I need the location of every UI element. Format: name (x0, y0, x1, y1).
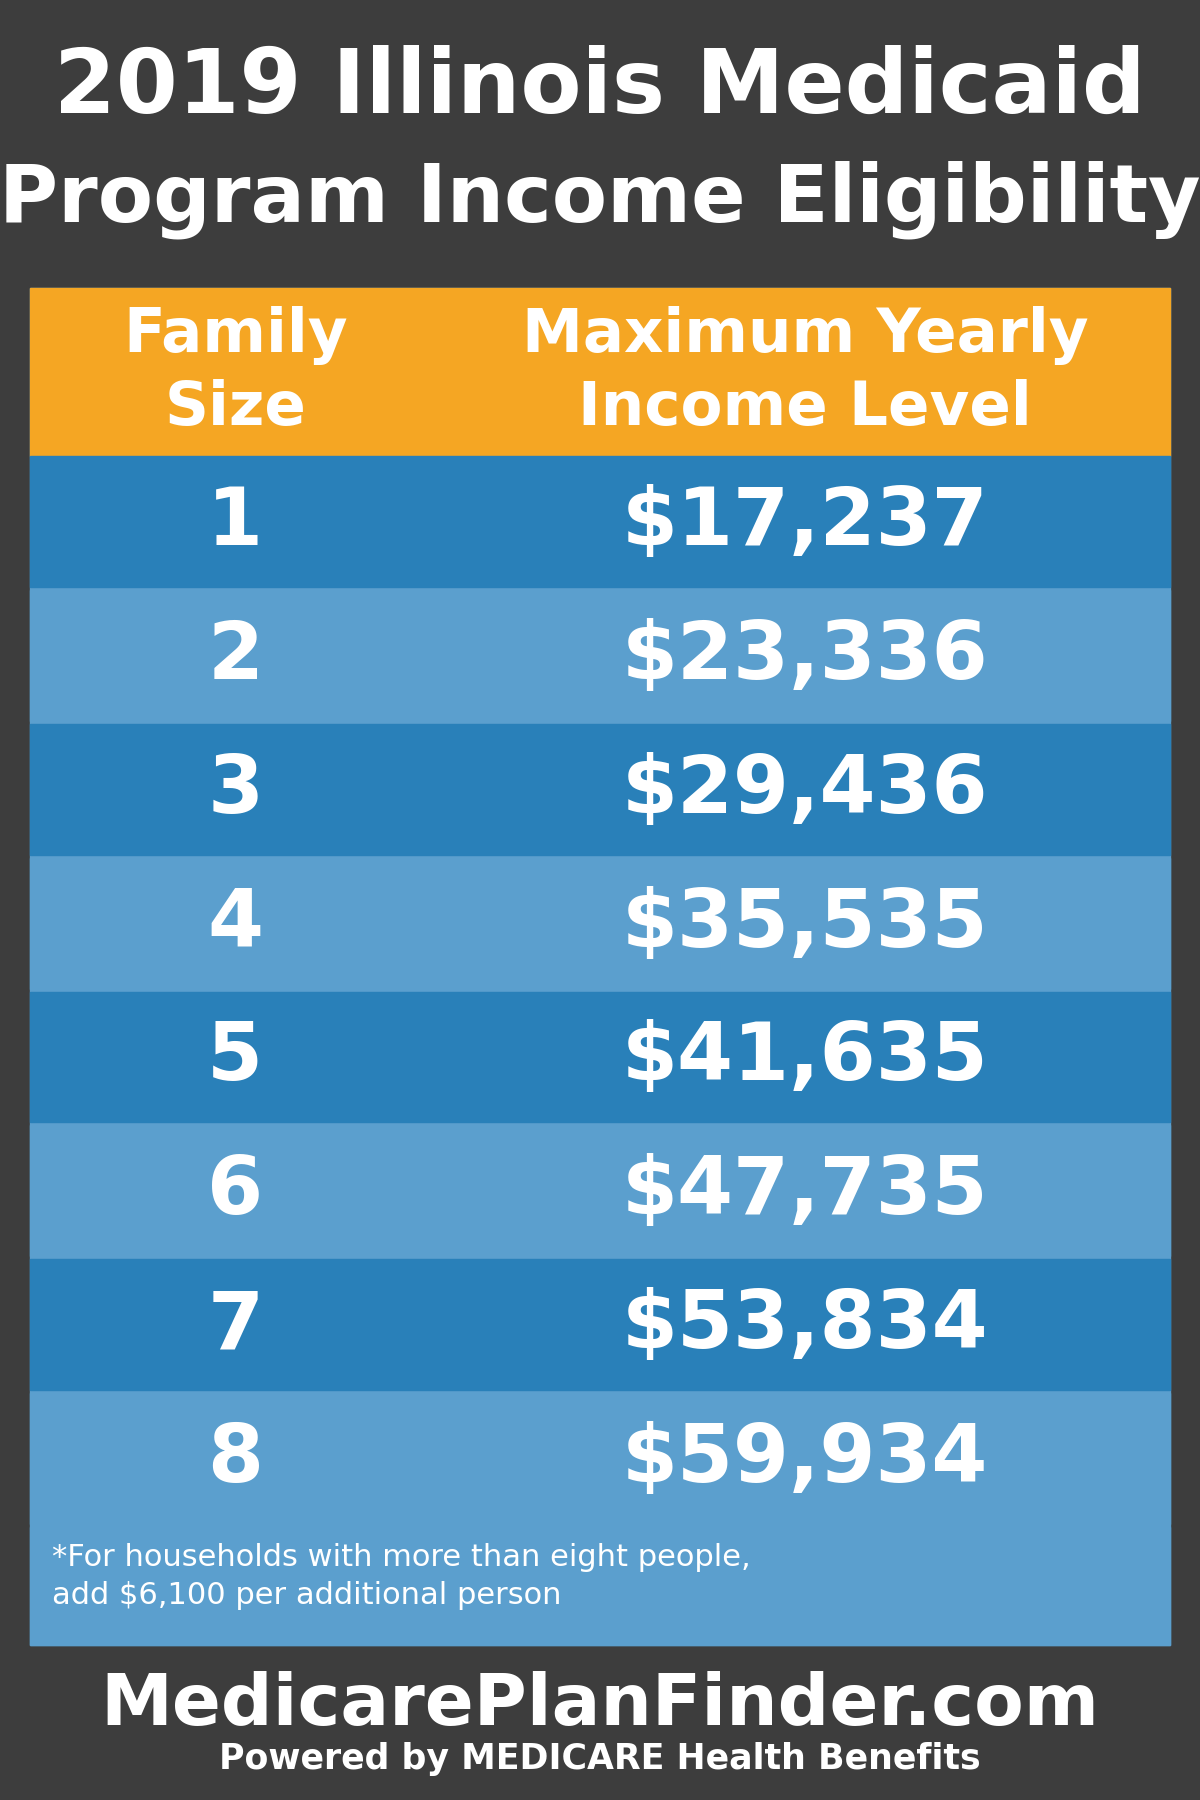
Bar (0, 0, 1200, 277)
Text: Family
Size: Family Size (122, 306, 348, 437)
Text: 3: 3 (208, 752, 263, 830)
Text: $29,436: $29,436 (622, 752, 989, 830)
Text: $53,834: $53,834 (622, 1287, 989, 1364)
Bar (30, 1125, 1170, 1256)
Text: 2: 2 (208, 617, 263, 697)
Text: add $6,100 per additional person: add $6,100 per additional person (52, 1580, 562, 1609)
Text: 1: 1 (208, 484, 263, 562)
Text: $23,336: $23,336 (622, 617, 989, 697)
Text: 8: 8 (208, 1420, 263, 1499)
Bar (30, 724, 1170, 855)
Text: 4: 4 (208, 886, 263, 963)
Bar (30, 1526, 1170, 1645)
Text: *For households with more than eight people,: *For households with more than eight peo… (52, 1543, 751, 1571)
Bar (30, 455, 1170, 587)
Text: Program Income Eligibility: Program Income Eligibility (0, 160, 1200, 239)
Text: Maximum Yearly
Income Level: Maximum Yearly Income Level (522, 306, 1088, 437)
Text: $17,237: $17,237 (622, 484, 989, 562)
Text: $41,635: $41,635 (622, 1019, 989, 1098)
Text: 7: 7 (208, 1287, 263, 1364)
Text: $47,735: $47,735 (622, 1154, 989, 1231)
Text: 6: 6 (208, 1154, 263, 1231)
Text: Powered by MEDICARE Health Benefits: Powered by MEDICARE Health Benefits (220, 1742, 980, 1775)
Bar (30, 590, 1170, 720)
Bar (30, 288, 1170, 455)
Bar (30, 992, 1170, 1123)
Text: $59,934: $59,934 (622, 1420, 989, 1499)
Bar (30, 288, 1170, 1645)
Text: 5: 5 (208, 1019, 263, 1098)
Bar (30, 1260, 1170, 1390)
Bar (30, 857, 1170, 988)
Bar (30, 1393, 1170, 1525)
Text: $35,535: $35,535 (622, 886, 989, 963)
Text: MedicarePlanFinder.com: MedicarePlanFinder.com (101, 1670, 1099, 1741)
Text: 2019 Illinois Medicaid: 2019 Illinois Medicaid (54, 45, 1146, 131)
Bar (0, 1652, 1200, 1800)
